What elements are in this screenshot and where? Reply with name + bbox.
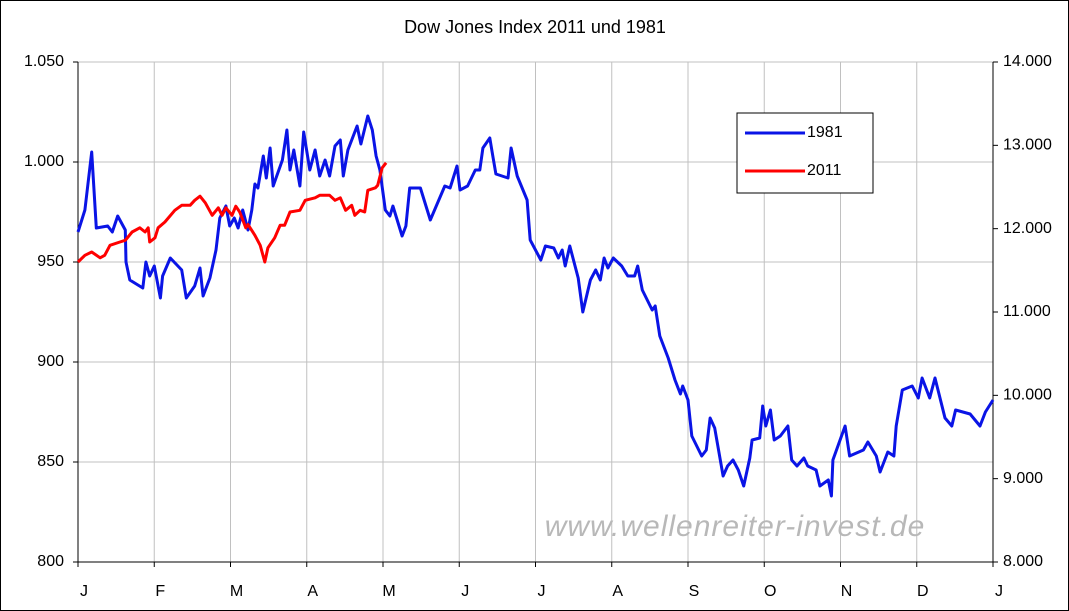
legend-box (736, 112, 874, 194)
y-tick-label: 950 (37, 253, 64, 270)
x-tick-label: O (764, 583, 776, 600)
x-tick-label: A (612, 583, 623, 600)
legend-label: 1981 (807, 124, 843, 141)
y-tick-label: 850 (37, 453, 64, 470)
x-tick-label: J (538, 583, 546, 600)
x-tick-label: M (382, 583, 395, 600)
legend-label: 2011 (807, 162, 842, 179)
x-tick-label: D (917, 583, 929, 600)
x-tick-label: J (461, 583, 469, 600)
chart-title: Dow Jones Index 2011 und 1981 (404, 17, 666, 37)
y2-tick-label: 9.000 (1003, 470, 1043, 487)
y-tick-label: 1.050 (24, 53, 64, 70)
y2-tick-label: 11.000 (1003, 303, 1051, 320)
series-line (76, 161, 388, 264)
y2-tick-label: 13.000 (1003, 137, 1052, 154)
y2-tick-label: 14.000 (1003, 53, 1052, 70)
y2-tick-label: 12.000 (1003, 220, 1052, 237)
x-tick-label: M (230, 583, 243, 600)
y2-tick-label: 10.000 (1003, 387, 1052, 404)
x-tick-label: J (80, 583, 88, 600)
x-tick-label: A (307, 583, 318, 600)
y-tick-label: 900 (37, 353, 64, 370)
y-tick-label: 800 (37, 553, 64, 570)
x-tick-label: S (689, 583, 700, 600)
x-tick-label: N (841, 583, 853, 600)
series-line (76, 114, 995, 498)
x-tick-label: J (995, 583, 1003, 600)
y2-tick-label: 8.000 (1003, 553, 1043, 570)
y-tick-label: 1.000 (24, 153, 64, 170)
x-tick-label: F (155, 583, 165, 600)
watermark: www.wellenreiter-invest.de (545, 510, 926, 543)
